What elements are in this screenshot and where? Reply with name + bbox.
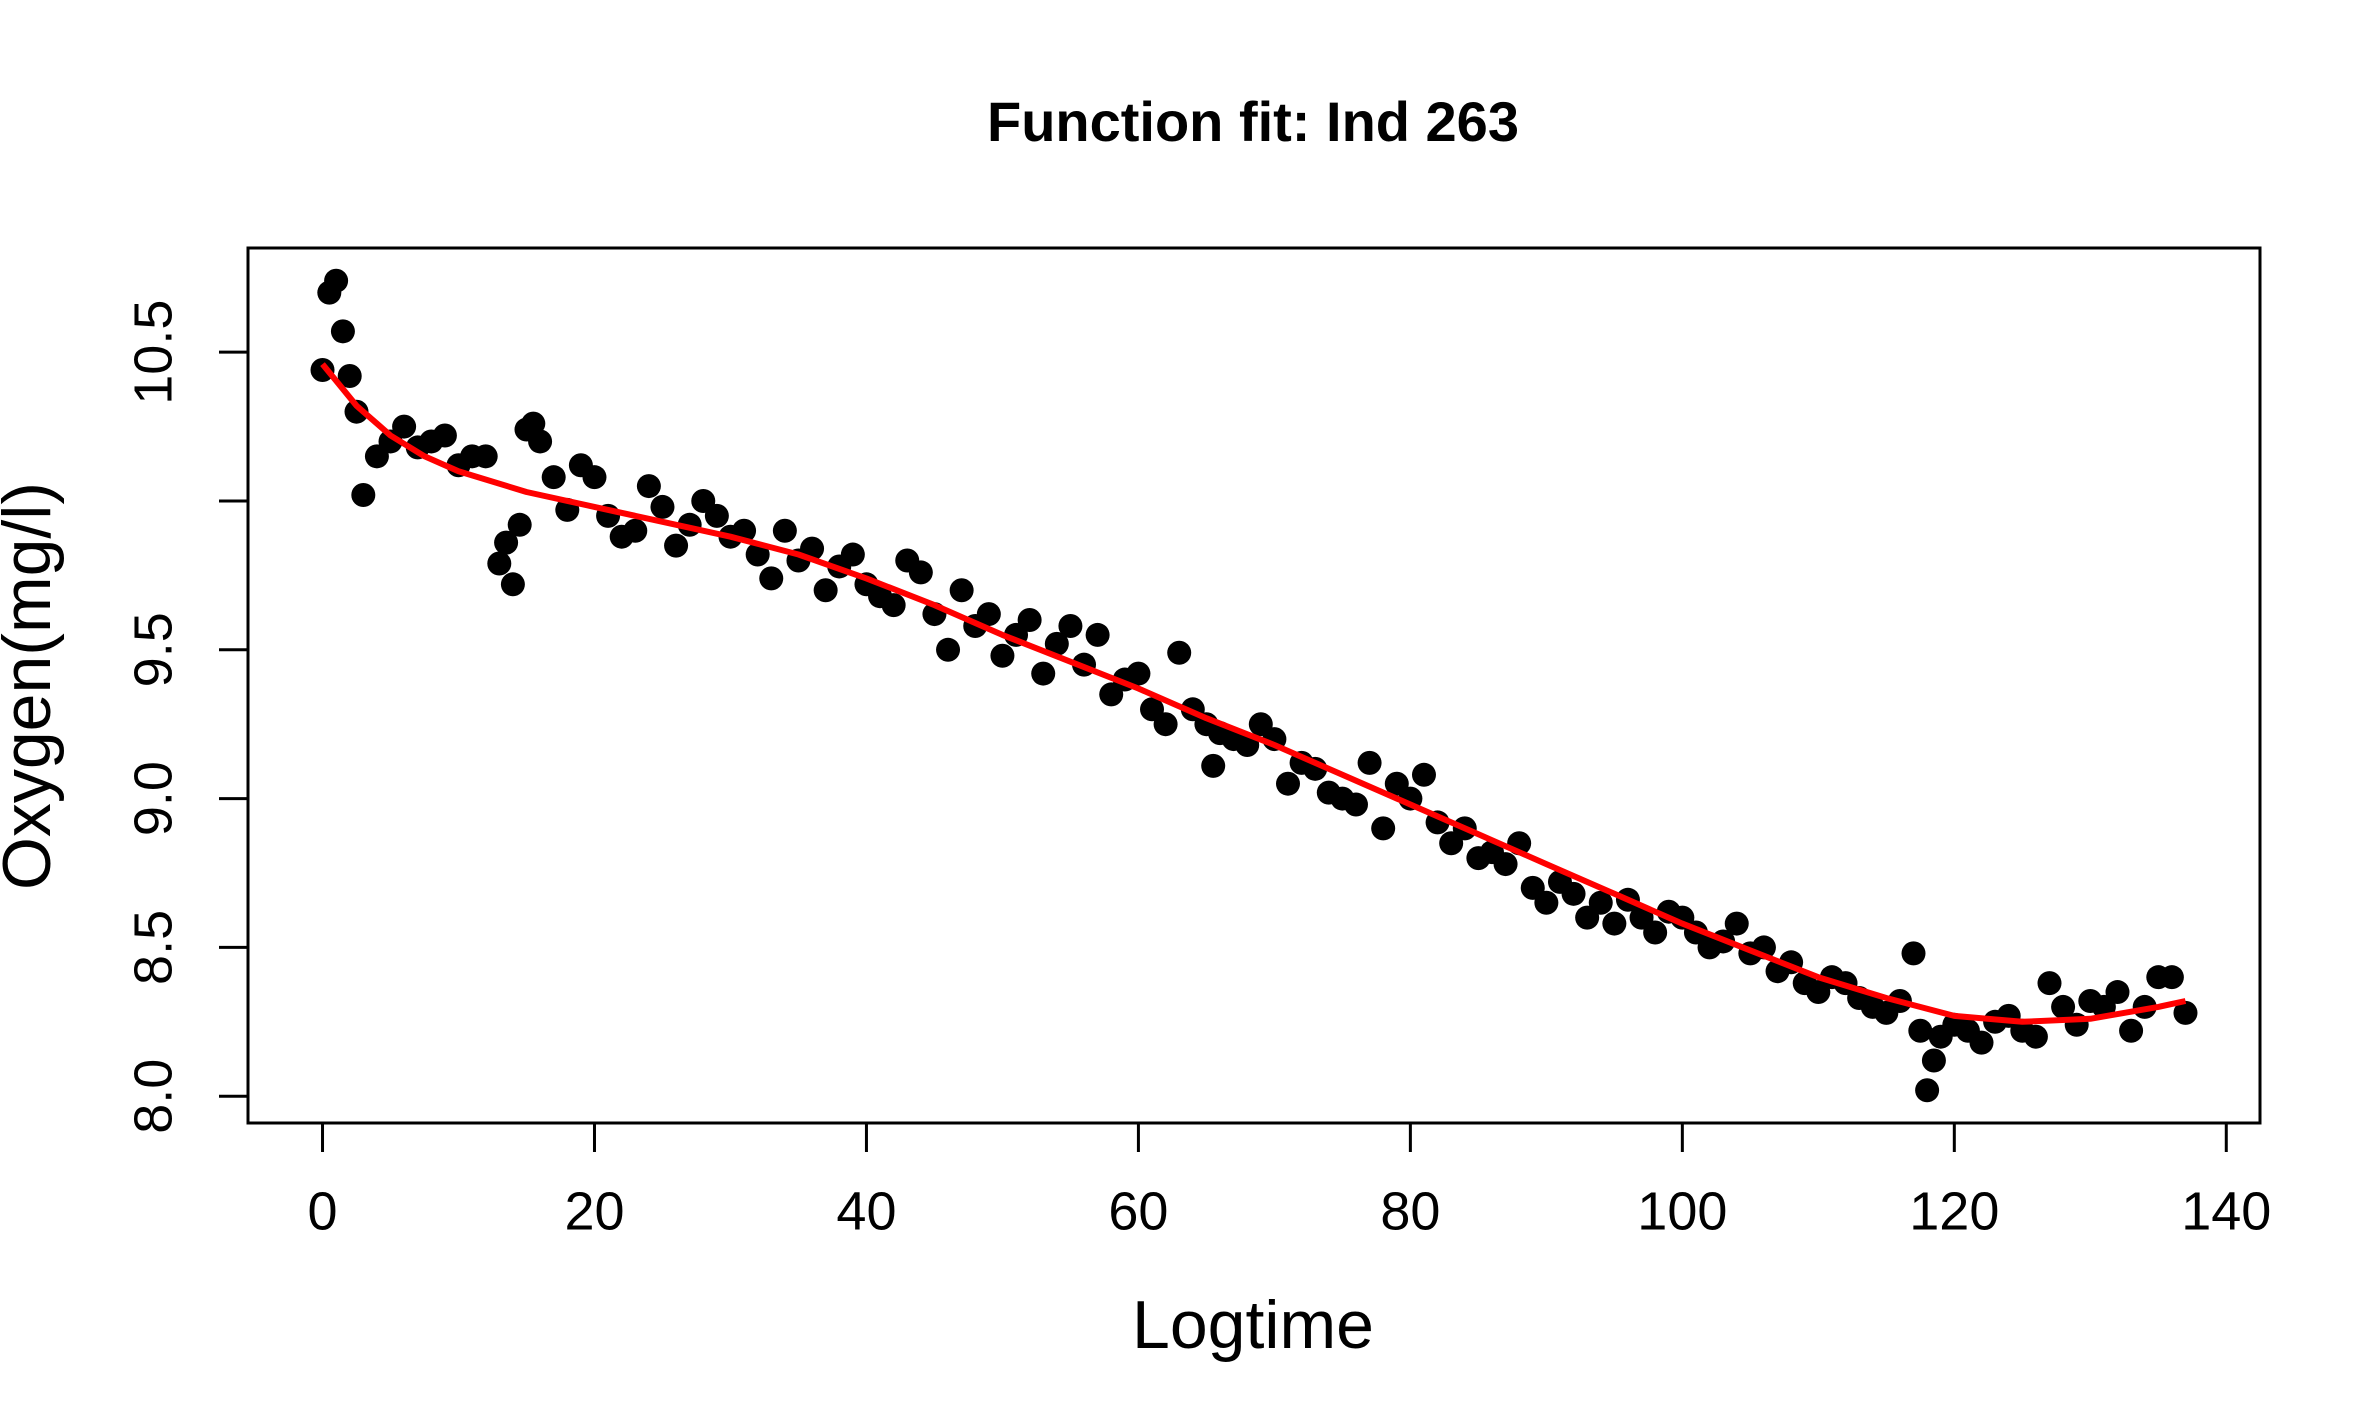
data-point	[1643, 920, 1668, 945]
data-point	[908, 560, 933, 585]
data-point	[528, 429, 553, 454]
data-point	[949, 578, 974, 603]
fit-curve	[320, 362, 2187, 1025]
data-point	[2051, 994, 2076, 1019]
data-point	[494, 530, 519, 555]
data-point	[745, 542, 770, 567]
data-point	[2173, 1000, 2198, 1025]
data-point	[1343, 792, 1368, 817]
data-point	[432, 423, 457, 448]
data-point	[1153, 712, 1178, 737]
data-point	[759, 566, 784, 591]
data-point	[1167, 640, 1192, 665]
data-point	[936, 637, 961, 662]
data-point	[1561, 881, 1586, 906]
data-point	[500, 572, 525, 597]
data-point	[2105, 980, 2130, 1005]
data-point	[976, 602, 1001, 627]
data-point	[623, 518, 648, 543]
y-tick-label: 8.0	[123, 1059, 183, 1134]
data-point	[772, 518, 797, 543]
data-point	[2119, 1018, 2144, 1043]
x-tick-label: 100	[1637, 1181, 1727, 1241]
y-tick-label: 8.5	[123, 910, 183, 985]
x-tick-label: 80	[1380, 1181, 1440, 1241]
data-point	[881, 593, 906, 618]
data-point	[1921, 1048, 1946, 1073]
data-point	[990, 643, 1015, 668]
data-point	[1201, 753, 1226, 778]
data-point	[1085, 622, 1110, 647]
x-tick-label: 120	[1909, 1181, 1999, 1241]
x-tick-label: 20	[564, 1181, 624, 1241]
data-point	[1901, 941, 1926, 966]
data-point	[351, 483, 376, 508]
data-point	[1588, 890, 1613, 915]
data-point	[1724, 911, 1749, 936]
data-point	[1908, 1018, 1933, 1043]
data-point	[1493, 852, 1518, 877]
data-point	[392, 414, 417, 439]
data-point	[330, 319, 355, 344]
data-point	[541, 465, 566, 490]
data-point	[1602, 911, 1627, 936]
data-point	[337, 363, 362, 388]
data-point	[2037, 971, 2062, 996]
data-point	[2023, 1024, 2048, 1049]
data-point	[650, 494, 675, 519]
data-point	[1126, 661, 1151, 686]
data-point	[1534, 890, 1559, 915]
data-point	[582, 465, 607, 490]
data-point	[1411, 762, 1436, 787]
data-point	[664, 533, 689, 558]
x-tick-label: 40	[836, 1181, 896, 1241]
y-tick-label: 9.5	[123, 612, 183, 687]
data-point	[1969, 1030, 1994, 1055]
y-tick-label: 9.0	[123, 761, 183, 836]
data-point	[2159, 965, 2184, 990]
data-point	[1357, 750, 1382, 775]
data-point	[1044, 631, 1069, 656]
data-point	[1017, 608, 1042, 633]
data-point	[344, 399, 369, 424]
data-point	[1275, 771, 1300, 796]
data-point	[1031, 661, 1056, 686]
chart-title: Function fit: Ind 263	[987, 90, 1519, 153]
data-point	[636, 474, 661, 499]
data-point	[813, 578, 838, 603]
data-point	[507, 512, 532, 537]
data-point	[1371, 816, 1396, 841]
data-point	[1915, 1078, 1940, 1103]
y-tick-label: 10.5	[123, 300, 183, 405]
data-point	[704, 503, 729, 528]
x-axis-label: Logtime	[1132, 1287, 1374, 1363]
x-tick-label: 140	[2181, 1181, 2271, 1241]
data-point	[324, 268, 349, 293]
x-tick-label: 60	[1108, 1181, 1168, 1241]
data-point	[1058, 613, 1083, 638]
data-point	[487, 551, 512, 576]
data-point	[840, 542, 865, 567]
y-axis-label: Oxygen(mg/l)	[0, 482, 65, 890]
x-tick-label: 0	[307, 1181, 337, 1241]
data-point	[473, 444, 498, 469]
